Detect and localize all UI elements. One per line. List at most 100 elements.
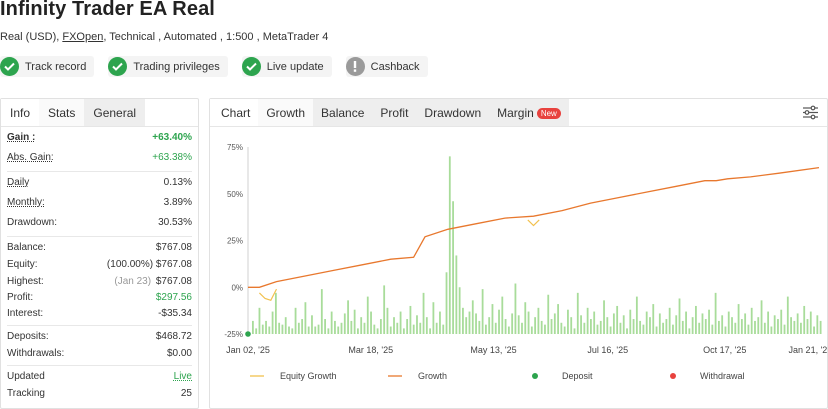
chart-legend: Equity Growth Growth Deposit Withdrawal [250,371,745,381]
check-icon [108,57,128,76]
volume-bar [580,315,582,334]
badge-cashback[interactable]: Cashback [345,56,428,77]
volume-bar [271,311,274,334]
volume-bar [389,326,392,334]
stat-label[interactable]: Gain : [7,131,36,143]
stat-value: $767.08 [155,275,192,287]
stat-label: Deposits: [7,331,49,342]
stat-abs-gain: Abs. Gain: +63.38% [7,147,192,167]
page-title: Infinity Trader EA Real [0,0,215,20]
volume-bar [458,287,461,334]
volume-bar [534,317,537,334]
badge-trading-privileges[interactable]: Trading privileges [108,56,228,77]
stat-label[interactable]: Daily [7,176,30,188]
badge-label: Track record [25,60,87,73]
tab-balance[interactable]: Balance [313,99,373,126]
stat-highest: Highest: (Jan 23) $767.08 [7,273,192,289]
volume-bar [557,304,559,334]
stat-withdrawals: Withdrawals: $0.00 [7,345,192,361]
volume-bar [504,319,507,334]
stat-updated: Updated Live [7,368,192,385]
volume-bar [806,319,809,334]
equity-growth-line [258,288,278,302]
volume-bar [567,309,569,334]
volume-bar [573,328,576,334]
tab-profit[interactable]: Profit [372,99,417,126]
volume-bar [363,322,366,334]
volume-bar [796,313,799,334]
volume-bar [570,317,573,334]
stat-value: +63.38% [152,151,192,163]
tab-growth[interactable]: Growth [258,99,314,126]
volume-bar [494,322,497,334]
stat-label: Withdrawals: [7,347,65,359]
volume-bar [793,320,796,334]
volume-bar [760,300,763,334]
volume-bar [717,320,720,334]
volume-bar [750,307,753,334]
volume-bar [488,317,491,334]
volume-bar [819,320,822,334]
settings-sliders-icon[interactable] [802,105,819,125]
tab-stats[interactable]: Stats [39,99,85,126]
volume-bar [284,317,287,334]
tab-margin[interactable]: Margin New [489,99,569,126]
stat-label[interactable]: Abs. Gain: [7,151,54,163]
volume-bar [343,313,346,334]
x-tick-label: Mar 18, '25 [348,345,393,355]
stat-label[interactable]: Monthly: [7,196,45,208]
volume-bar [619,322,622,334]
stat-profit: Profit: $297.56 [7,289,192,305]
volume-bar [576,292,579,334]
volume-bar [393,317,395,334]
volume-bar [731,317,733,334]
growth-chart: 75% 50% 25% 0% -25% Jan 02, '25 Mar 18, '25 Ma… [224,143,827,381]
volume-bar [685,311,687,334]
volume-bar [521,322,523,334]
bars [252,156,822,334]
y-tick-label: 25% [227,237,243,246]
volume-bar [737,304,740,334]
tab-chart[interactable]: Chart [210,99,259,126]
volume-bar [481,289,484,334]
volume-bar [422,292,425,334]
volume-bar [274,292,277,334]
broker-link[interactable]: FXOpen [62,31,104,43]
volume-bar [327,328,330,334]
stat-deposits: Deposits: $468.72 [7,328,192,345]
x-tick-label: Jan 21, '26 [789,345,827,355]
y-axis: 75% 50% 25% 0% -25% [224,143,249,339]
stat-label: Drawdown: [7,216,58,228]
subtitle-suffix: , Technical , Automated , 1:500 , MetaTr… [103,31,329,43]
volume-bar [498,309,500,334]
tab-info[interactable]: Info [1,99,40,126]
volume-bar [448,156,451,334]
live-link[interactable]: Live [173,371,192,382]
volume-bar [642,324,645,334]
highest-date: (Jan 23) [114,275,152,287]
stat-label: Equity: [7,259,38,270]
volume-bar [645,311,648,334]
volume-bar [550,319,553,334]
stat-value: $767.08 [155,242,192,253]
volume-bar [435,322,438,334]
volume-bar [265,320,267,334]
chart-panel: Chart Growth Balance Profit Drawdown Mar… [209,98,828,409]
badge-track-record[interactable]: Track record [0,56,95,77]
tab-general[interactable]: General [84,99,146,126]
subtitle-prefix: Real (USD), [0,31,63,43]
x-tick-label: May 13, '25 [470,345,516,355]
badge-live-update[interactable]: Live update [241,56,332,77]
tab-drawdown[interactable]: Drawdown [416,99,490,126]
volume-bar [816,315,819,334]
volume-bar [268,326,271,334]
volume-bar [366,296,369,334]
volume-bar [334,320,336,334]
equity-percent: (100.00%) [106,259,154,270]
volume-bar [711,324,714,334]
volume-bar [813,326,815,334]
volume-bar [439,311,441,334]
volume-bar [770,326,773,334]
volume-bar [603,300,605,334]
stat-value: $468.72 [155,331,192,342]
